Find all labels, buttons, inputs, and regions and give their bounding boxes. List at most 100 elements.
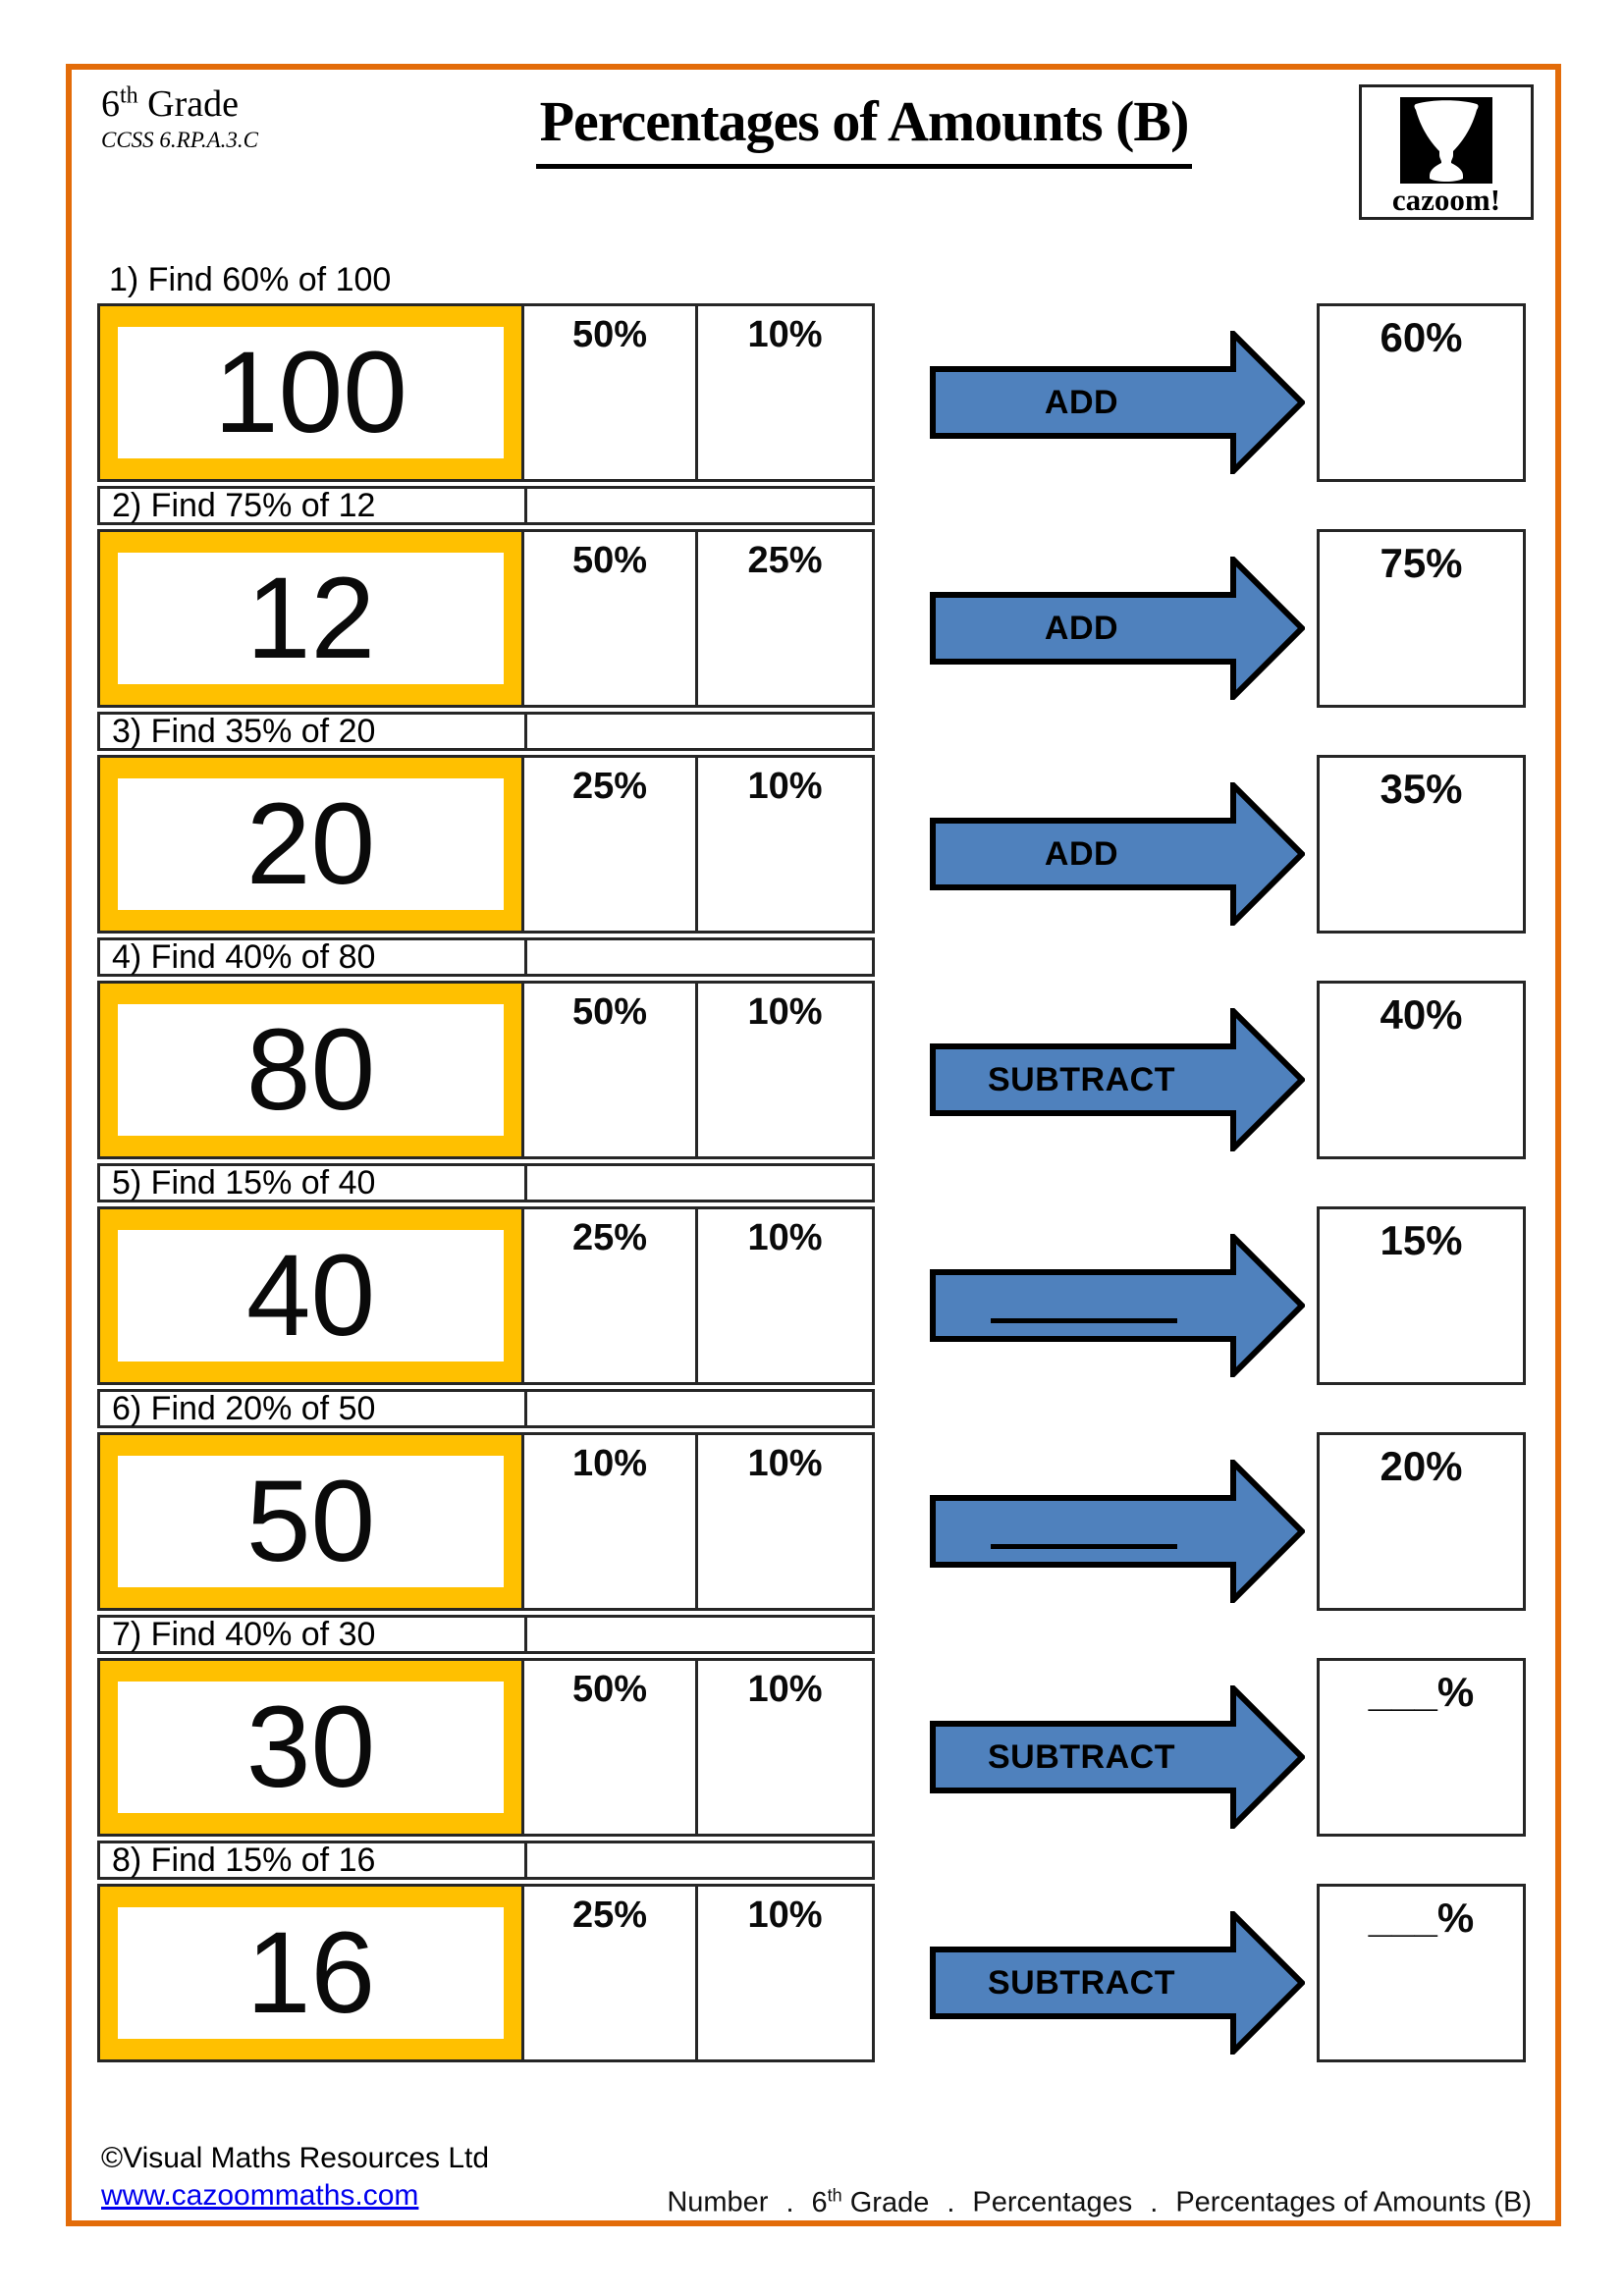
question-1: 1) Find 60% of 100 100 50% 10% ADD 60%	[97, 260, 1531, 486]
question-label-row: 5) Find 15% of 40	[97, 1163, 875, 1202]
amount-cell: 30	[100, 1661, 524, 1834]
question-text: 6) Find 20% of 50	[112, 1389, 376, 1427]
grade-word: Grade	[137, 83, 240, 125]
amount-inner-box: 16	[118, 1907, 504, 2039]
amount-inner-box: 80	[118, 1004, 504, 1136]
operation-label: SUBTRACT	[988, 1060, 1175, 1098]
operation-label: SUBTRACT	[988, 1963, 1175, 2002]
breadcrumb-separator: .	[947, 2186, 955, 2218]
operation-arrow: SUBTRACT	[930, 1685, 1305, 1829]
working-table: 12 50% 25%	[97, 529, 875, 708]
percent-cell-1: 50%	[524, 532, 698, 705]
percent-cell-1: 25%	[524, 1887, 698, 2059]
question-6: 6) Find 20% of 50 50 10% 10% 20%	[97, 1389, 1531, 1615]
operation-label: ADD	[1044, 609, 1119, 647]
amount-value: 30	[245, 1682, 376, 1812]
percent-cell-2: 10%	[747, 1669, 823, 1710]
question-5: 5) Find 15% of 40 40 25% 10% 15%	[97, 1163, 1531, 1389]
answer-box: 40%	[1317, 981, 1526, 1159]
label-spacer	[524, 940, 872, 974]
question-text: 7) Find 40% of 30	[112, 1615, 376, 1653]
answer-box: 15%	[1317, 1206, 1526, 1385]
question-text: 4) Find 40% of 80	[112, 937, 376, 976]
label-spacer	[524, 715, 872, 748]
operation-label: ADD	[1044, 383, 1119, 421]
operation-arrow	[930, 1234, 1305, 1377]
answer-box: 60%	[1317, 303, 1526, 482]
amount-value: 20	[245, 779, 376, 909]
questions-list: 1) Find 60% of 100 100 50% 10% ADD 60% 2…	[97, 260, 1531, 2066]
working-table: 30 50% 10%	[97, 1658, 875, 1837]
copyright-text: ©Visual Maths Resources Ltd	[101, 2142, 490, 2174]
amount-value: 40	[245, 1231, 376, 1361]
question-label-row: 2) Find 75% of 12	[97, 486, 875, 525]
djembe-drum-icon	[1400, 97, 1492, 184]
percent-cell-1: 10%	[524, 1435, 698, 1608]
question-label-row: 8) Find 15% of 16	[97, 1841, 875, 1880]
question-3: 3) Find 35% of 20 20 25% 10% ADD 35%	[97, 712, 1531, 937]
operation-label	[930, 1498, 1233, 1565]
page-border-frame	[66, 64, 1561, 2226]
percent-cell-1: 25%	[524, 1209, 698, 1382]
label-spacer	[524, 1392, 872, 1425]
percent-cell-1: 50%	[524, 1661, 698, 1834]
operation-arrow	[930, 1460, 1305, 1603]
website-link[interactable]: www.cazoommaths.com	[101, 2179, 419, 2212]
title-wrap: Percentages of Amounts (B)	[344, 88, 1384, 169]
question-7: 7) Find 40% of 30 30 50% 10% SUBTRACT __…	[97, 1615, 1531, 1841]
operation-arrow: ADD	[930, 557, 1305, 700]
label-spacer	[521, 260, 875, 299]
grade-label: 6th Grade	[101, 82, 258, 126]
percent-cell-2: 10%	[747, 1217, 823, 1258]
percent-cell-1: 50%	[524, 306, 698, 479]
breadcrumb-topic: Number	[667, 2186, 769, 2218]
answer-box: ___%	[1317, 1884, 1526, 2062]
page-title: Percentages of Amounts (B)	[535, 88, 1193, 169]
amount-inner-box: 20	[118, 778, 504, 910]
question-text: 5) Find 15% of 40	[112, 1163, 376, 1201]
label-spacer	[524, 489, 872, 522]
amount-cell: 50	[100, 1435, 524, 1608]
breadcrumb-separator: .	[1150, 2186, 1159, 2218]
operation-arrow: SUBTRACT	[930, 1008, 1305, 1151]
breadcrumb-grade: 6th Grade	[812, 2185, 930, 2218]
operation-label: SUBTRACT	[988, 1737, 1175, 1776]
amount-cell: 20	[100, 758, 524, 931]
working-table: 50 10% 10%	[97, 1432, 875, 1611]
amount-value: 50	[245, 1457, 376, 1586]
label-spacer	[524, 1166, 872, 1200]
grade-number: 6	[101, 83, 120, 125]
breadcrumb-grade-suffix: th	[827, 2185, 842, 2205]
working-table: 80 50% 10%	[97, 981, 875, 1159]
percent-cell-2: 10%	[747, 991, 823, 1033]
operation-arrow: ADD	[930, 331, 1305, 474]
question-label-row: 3) Find 35% of 20	[97, 712, 875, 751]
operation-blank-line	[991, 1318, 1177, 1323]
operation-arrow: ADD	[930, 782, 1305, 926]
breadcrumb: Number. 6th Grade. Percentages. Percentages…	[667, 2185, 1532, 2219]
question-label-row: 6) Find 20% of 50	[97, 1389, 875, 1428]
amount-value: 12	[245, 554, 376, 683]
question-label-row: 1) Find 60% of 100	[97, 260, 875, 299]
question-2: 2) Find 75% of 12 12 50% 25% ADD 75%	[97, 486, 1531, 712]
percent-cell-1: 50%	[524, 984, 698, 1156]
operation-label: ADD	[1044, 834, 1119, 873]
grade-block: 6th Grade CCSS 6.RP.A.3.C	[101, 82, 258, 153]
operation-label	[930, 1272, 1233, 1339]
question-label-row: 7) Find 40% of 30	[97, 1615, 875, 1654]
amount-cell: 40	[100, 1209, 524, 1382]
operation-arrow: SUBTRACT	[930, 1911, 1305, 2055]
percent-cell-2: 10%	[747, 1895, 823, 1936]
percent-cell-2: 10%	[747, 314, 823, 355]
percent-cell-2: 10%	[747, 1443, 823, 1484]
amount-inner-box: 12	[118, 553, 504, 684]
operation-blank-line	[991, 1544, 1177, 1549]
breadcrumb-category: Percentages	[972, 2186, 1133, 2218]
working-table: 40 25% 10%	[97, 1206, 875, 1385]
label-spacer	[524, 1618, 872, 1651]
ccss-standard: CCSS 6.RP.A.3.C	[101, 128, 258, 152]
percent-cell-2: 10%	[747, 766, 823, 807]
amount-value: 80	[245, 1005, 376, 1135]
amount-inner-box: 50	[118, 1456, 504, 1587]
